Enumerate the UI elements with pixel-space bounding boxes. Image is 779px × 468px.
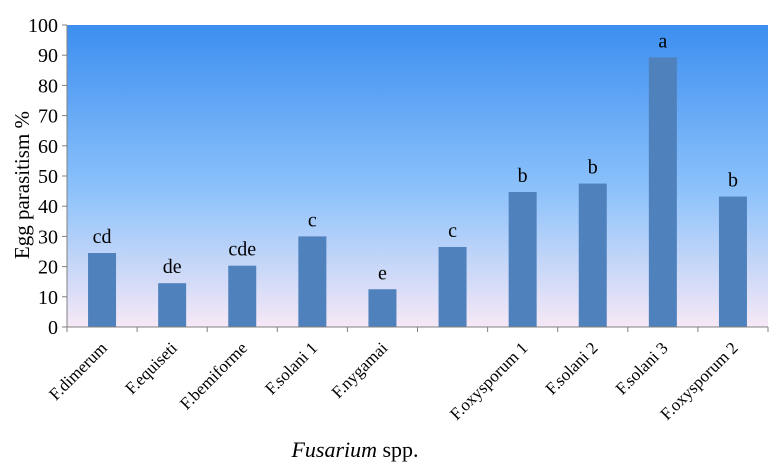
x-tick-label: F.dimerum xyxy=(45,338,111,404)
bar-data-label: c xyxy=(448,220,457,242)
y-tick-label: 30 xyxy=(38,226,58,248)
x-tick-label: F.solani 3 xyxy=(612,338,672,398)
x-axis-title-suffix: spp. xyxy=(377,437,419,462)
x-tick-label: F.nygamai xyxy=(328,338,392,402)
axes xyxy=(62,24,769,332)
bars xyxy=(88,57,747,328)
y-tick-label: 50 xyxy=(38,166,58,188)
x-tick-label: F.solani 1 xyxy=(261,338,321,398)
bar-data-label: de xyxy=(163,256,182,278)
y-tick-label: 90 xyxy=(38,45,58,67)
x-axis-title: Fusarium spp. xyxy=(290,437,418,462)
y-tick-label: 10 xyxy=(38,287,58,309)
x-tick-label: F.bemiforme xyxy=(176,338,251,413)
bar-data-label: b xyxy=(588,157,598,179)
bar xyxy=(228,265,257,327)
bar-data-label: b xyxy=(518,165,528,187)
bar xyxy=(718,196,747,327)
bar xyxy=(578,183,607,327)
bar xyxy=(298,236,327,327)
bar-data-label: c xyxy=(308,209,317,231)
y-tick-label: 60 xyxy=(38,136,58,158)
bar xyxy=(438,246,467,327)
bar xyxy=(648,57,677,328)
bar-data-label: b xyxy=(728,170,738,192)
bar xyxy=(88,253,117,327)
y-axis-title: Egg parasitism % xyxy=(10,111,34,259)
bar-data-label: a xyxy=(658,30,667,52)
x-tick-label: F.oxysporum 1 xyxy=(446,338,531,423)
y-tick-label: 20 xyxy=(38,257,58,279)
x-tick-label: F.solani 2 xyxy=(542,338,602,398)
bar-data-label: e xyxy=(378,262,387,284)
y-tick-label: 70 xyxy=(38,106,58,128)
x-axis-title-genus: Fusarium xyxy=(290,437,377,462)
bar xyxy=(368,289,397,327)
bar-data-label: cd xyxy=(93,226,112,248)
bar xyxy=(508,192,537,327)
y-tick-label: 40 xyxy=(38,196,58,218)
bar-data-label: cde xyxy=(228,239,256,261)
y-tick-label: 80 xyxy=(38,75,58,97)
bar xyxy=(158,283,187,327)
y-tick-label: 0 xyxy=(48,317,58,339)
y-tick-label: 100 xyxy=(28,15,58,37)
x-tick-label: F.equiseti xyxy=(121,338,181,398)
